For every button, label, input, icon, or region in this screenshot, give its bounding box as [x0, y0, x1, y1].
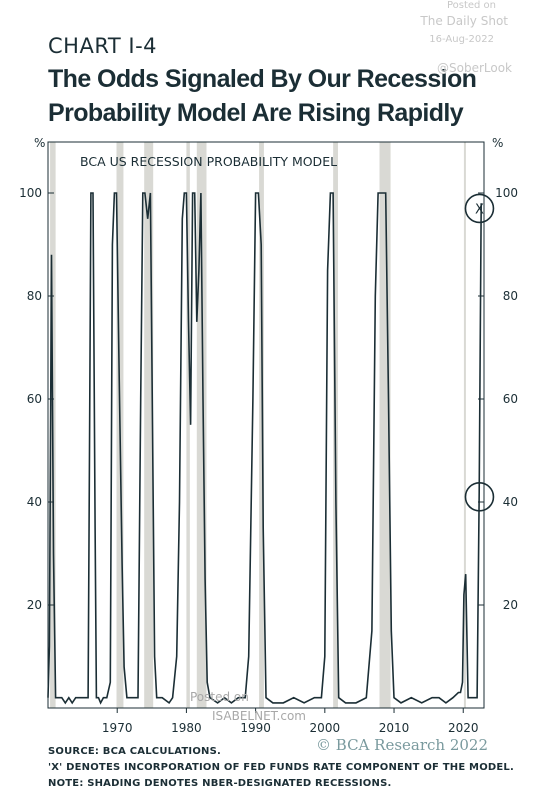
chart-label: CHART I-4 — [48, 34, 158, 58]
y-unit-right: % — [492, 136, 503, 150]
watermark-date: 16-Aug-2022 — [429, 34, 494, 45]
probability-line — [47, 192, 482, 705]
recession-band-2 — [144, 142, 154, 708]
y-tick-label-right-100: 100 — [495, 186, 518, 200]
y-tick-label-left-40: 40 — [27, 495, 42, 509]
y-tick-label-left-20: 20 — [27, 598, 42, 612]
recession-band-4 — [196, 142, 207, 708]
watermark-isabelnet: ISABELNET.com — [212, 709, 306, 723]
recession-band-7 — [379, 142, 391, 708]
plot-frame — [47, 141, 485, 709]
y-tick-label-right-40: 40 — [503, 495, 518, 509]
x-tick-label-1990: 1990 — [240, 721, 271, 735]
x-tick-label-2010: 2010 — [379, 721, 410, 735]
x-tick-label-2020: 2020 — [448, 721, 479, 735]
watermark-daily-shot: The Daily Shot — [420, 14, 508, 28]
x-tick-label-2000: 2000 — [310, 721, 341, 735]
markers-group: X — [464, 193, 495, 512]
watermark-handle: @SoberLook — [437, 61, 512, 75]
y-tick-label-left-100: 100 — [19, 186, 42, 200]
y-tick-label-right-60: 60 — [503, 392, 518, 406]
y-tick-label-left-60: 60 — [27, 392, 42, 406]
marker-circle-0 — [464, 193, 495, 224]
x-note: 'X' DENOTES INCORPORATION OF FED FUNDS R… — [48, 762, 514, 773]
bca-credit: © BCA Research 2022 — [316, 736, 489, 754]
watermark-posted-on: Posted on — [446, 0, 496, 11]
footnotes: SOURCE: BCA CALCULATIONS. 'X' DENOTES IN… — [48, 744, 514, 792]
chart-title: BCA US RECESSION PROBABILITY MODEL — [80, 154, 337, 169]
page-title: The Odds Signaled By Our Recession Proba… — [48, 65, 477, 127]
recession-band-5 — [259, 142, 264, 708]
marker-label-0: X — [475, 202, 484, 217]
shading-note: NOTE: SHADING DENOTES NBER-DESIGNATED RE… — [48, 778, 392, 789]
recession-band-3 — [186, 142, 190, 708]
watermark-posted-on-bottom: Posted on — [190, 690, 249, 704]
recession-band-8 — [463, 142, 466, 708]
y-unit-left: % — [34, 136, 45, 150]
x-tick-label-1970: 1970 — [102, 721, 133, 735]
marker-circle-1 — [464, 482, 495, 512]
x-tick-label-1980: 1980 — [171, 721, 202, 735]
source-note: SOURCE: BCA CALCULATIONS. — [48, 746, 222, 757]
y-tick-label-right-80: 80 — [503, 289, 518, 303]
y-tick-label-left-80: 80 — [27, 289, 42, 303]
y-tick-label-right-20: 20 — [503, 598, 518, 612]
